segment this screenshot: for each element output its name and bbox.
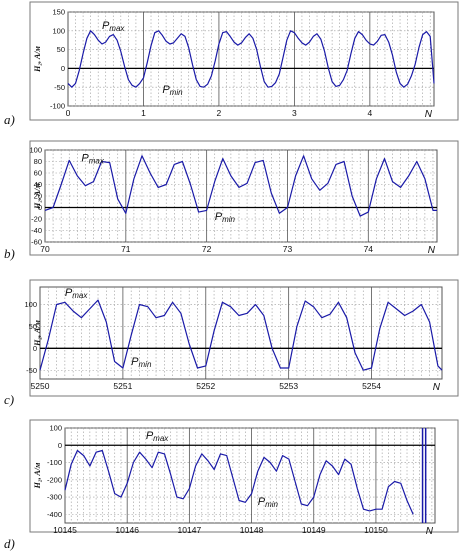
y-tick-label: -200	[47, 475, 62, 484]
annotation-pmax: Pmax	[65, 287, 88, 300]
y-tick-label: 60	[34, 169, 42, 178]
grid-minor	[68, 11, 434, 107]
annotation-pmin: Pmin	[131, 356, 152, 369]
x-tick-label: 5253	[279, 381, 298, 391]
x-tick-label: 5254	[362, 381, 381, 391]
y-tick-label: 100	[52, 26, 65, 35]
y-tick-label: -100	[47, 458, 62, 467]
x-tick-label: 2	[217, 108, 222, 118]
panel-letter: c)	[4, 392, 14, 407]
series-line	[64, 449, 414, 515]
x-tick-label: 10148	[240, 525, 264, 535]
chart-panel-2: -60 -40 -20 0 20 40 60 80 100 70 71 72 73 74 N H₂, A/м b…	[4, 140, 459, 261]
x-tick-label: 0	[66, 108, 71, 118]
panel-letter: b)	[4, 246, 15, 261]
series-line	[39, 299, 443, 371]
y-tick-label: 50	[29, 322, 37, 331]
y-tick-label: 100	[29, 146, 42, 155]
x-tick-label: 74	[364, 244, 374, 254]
x-tick-label: 4	[367, 108, 372, 118]
annotation-pmax: Pmax	[102, 20, 125, 33]
y-tick-label: -60	[31, 238, 42, 247]
y-tick-label: -400	[47, 510, 62, 519]
plot-area	[67, 11, 435, 107]
annotation-pmin: Pmin	[162, 84, 183, 97]
y-tick-label: 40	[34, 180, 42, 189]
x-axis-label: N	[426, 526, 434, 537]
x-tick-label: 71	[121, 244, 131, 254]
y-tick-label: 20	[34, 192, 42, 201]
series-line	[44, 155, 437, 217]
x-axis-label: N	[433, 382, 441, 393]
y-tick-label: 50	[57, 45, 65, 54]
x-tick-label: 10149	[302, 525, 326, 535]
y-tick-label: 0	[58, 441, 62, 450]
y-tick-label: 0	[38, 203, 42, 212]
x-tick-label: 10146	[115, 525, 139, 535]
y-axis-label: H₂, A/м	[33, 462, 42, 489]
y-tick-label: 0	[61, 64, 65, 73]
x-tick-label: 10147	[178, 525, 202, 535]
x-tick-label: 1	[141, 108, 146, 118]
y-axis-label: H₂, A/м	[33, 183, 42, 210]
annotation-pmin: Pmin	[215, 211, 236, 224]
x-tick-label: 5252	[196, 381, 215, 391]
chart-panel-3: -50 0 50 100 5250 5251 5252 5253 5254 N H₂, A/м c) P…	[4, 279, 459, 407]
y-axis-label: H₂, A/м	[33, 46, 42, 73]
x-tick-label: 73	[283, 244, 293, 254]
y-tick-label: -300	[47, 493, 62, 502]
y-tick-label: 100	[24, 300, 37, 309]
annotation-pmin: Pmin	[258, 496, 279, 509]
y-tick-label: -20	[31, 215, 42, 224]
panel-letter: a)	[4, 112, 15, 127]
chart-panel-1: -100 -50 0 50 100 150 0 1 2 3 4 N H₂, A/м a) Pmax Pmin	[4, 1, 459, 127]
x-tick-label: 72	[202, 244, 212, 254]
y-tick-label: 100	[49, 424, 62, 433]
y-tick-label: -40	[31, 226, 42, 235]
grid-minor	[45, 149, 437, 243]
x-tick-label: 5250	[31, 381, 50, 391]
y-axis-label: H₂, A/м	[33, 320, 42, 347]
series-line	[67, 30, 435, 88]
y-tick-label: -50	[54, 83, 65, 92]
x-tick-label: 5251	[113, 381, 132, 391]
x-tick-label: 10145	[53, 525, 77, 535]
x-axis-label: N	[425, 109, 433, 120]
annotation-pmax: Pmax	[146, 430, 169, 443]
x-tick-label: 70	[40, 244, 50, 254]
y-tick-label: -50	[26, 366, 37, 375]
x-axis-label: N	[428, 245, 436, 256]
chart-panel-4: -400 -300 -200 -100 0 100 10145 10146 10147 10148…	[4, 419, 459, 551]
y-tick-label: 150	[52, 8, 65, 17]
x-tick-label: 10150	[364, 525, 388, 535]
annotation-pmax: Pmax	[81, 153, 104, 166]
x-tick-label: 3	[292, 108, 297, 118]
y-tick-label: 80	[34, 157, 42, 166]
grid-minor	[65, 427, 435, 523]
plot-area	[39, 286, 443, 380]
y-tick-label: 0	[33, 344, 37, 353]
y-tick-label: -100	[50, 102, 65, 111]
panel-letter: d)	[4, 536, 15, 551]
plot-area	[64, 427, 436, 524]
